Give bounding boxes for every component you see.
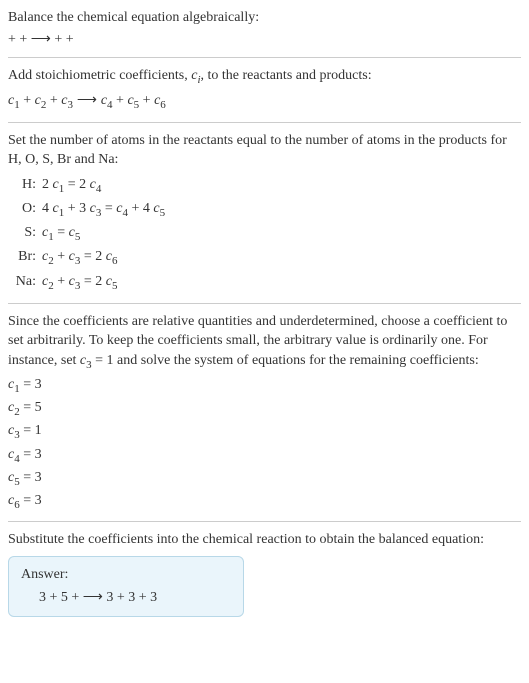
answer-label: Answer: — [21, 565, 231, 585]
coef-c1: c1 = 3 — [8, 375, 521, 397]
Br-mid: = 2 — [80, 249, 105, 264]
atoms-row-H: H: 2 c1 = 2 c4 — [8, 174, 171, 198]
answer-equation: 3 + 5 + ⟶ 3 + 3 + 3 — [21, 588, 231, 608]
final-intro: Substitute the coefficients into the che… — [8, 530, 521, 550]
stoich-section: Add stoichiometric coefficients, ci, to … — [8, 66, 521, 113]
choose-text: Since the coefficients are relative quan… — [8, 312, 521, 373]
atoms-intro: Set the number of atoms in the reactants… — [8, 131, 521, 170]
coef-c3: c3 = 1 — [8, 421, 521, 443]
atom-eq-O: 4 c1 + 3 c3 = c4 + 4 c5 — [42, 198, 171, 222]
atom-eq-H: 2 c1 = 2 c4 — [42, 174, 171, 198]
plus4: + — [139, 93, 154, 108]
Br-s3: 6 — [112, 255, 118, 267]
divider-3 — [8, 303, 521, 304]
H-mid: = 2 — [64, 177, 89, 192]
atoms-row-Na: Na: c2 + c3 = 2 c5 — [8, 271, 171, 295]
atoms-table: H: 2 c1 = 2 c4 O: 4 c1 + 3 c3 = c4 + 4 c… — [8, 174, 171, 295]
coef-list: c1 = 3 c2 = 5 c3 = 1 c4 = 3 c5 = 3 c6 = … — [8, 375, 521, 513]
intro-equation: + + ⟶ + + — [8, 30, 521, 50]
atom-label-O: O: — [8, 198, 42, 222]
Na-mid: = 2 — [80, 274, 105, 289]
S-mid: = — [54, 225, 69, 240]
stoich-intro-prefix: Add stoichiometric coefficients, — [8, 68, 191, 83]
coef-c6: c6 = 3 — [8, 491, 521, 513]
atom-label-S: S: — [8, 222, 42, 246]
coef-c4: c4 = 3 — [8, 445, 521, 467]
intro-line1: Balance the chemical equation algebraica… — [8, 8, 521, 28]
atom-eq-Na: c2 + c3 = 2 c5 — [42, 271, 171, 295]
c4eq: = 3 — [20, 447, 42, 462]
c6s: 6 — [160, 99, 166, 111]
atom-eq-Br: c2 + c3 = 2 c6 — [42, 246, 171, 270]
H-pre: 2 — [42, 177, 53, 192]
intro-section: Balance the chemical equation algebraica… — [8, 8, 521, 49]
choose-section: Since the coefficients are relative quan… — [8, 312, 521, 514]
final-section: Substitute the coefficients into the che… — [8, 530, 521, 617]
coef-c5: c5 = 3 — [8, 468, 521, 490]
c2eq: = 5 — [20, 400, 42, 415]
atom-eq-S: c1 = c5 — [42, 222, 171, 246]
c1eq: = 3 — [20, 377, 42, 392]
atom-label-Br: Br: — [8, 246, 42, 270]
stoich-intro-suffix: , to the reactants and products: — [201, 68, 372, 83]
coef-c2: c2 = 5 — [8, 398, 521, 420]
stoich-equation: c1 + c2 + c3 ⟶ c4 + c5 + c6 — [8, 90, 521, 113]
O-p1: 4 — [42, 201, 53, 216]
H-c2s: 4 — [96, 183, 102, 195]
c5eq: = 3 — [20, 470, 42, 485]
O-p3: = — [101, 201, 116, 216]
divider-4 — [8, 521, 521, 522]
arrow1: ⟶ — [73, 91, 101, 107]
atom-label-Na: Na: — [8, 271, 42, 295]
plus3: + — [113, 93, 128, 108]
Br-p2: + — [54, 249, 69, 264]
divider-2 — [8, 122, 521, 123]
divider-1 — [8, 57, 521, 58]
c3eq: = 1 — [20, 423, 42, 438]
S-s2: 5 — [75, 231, 81, 243]
O-p2: + 3 — [64, 201, 89, 216]
stoich-intro: Add stoichiometric coefficients, ci, to … — [8, 66, 521, 88]
c6eq: = 3 — [20, 493, 42, 508]
atoms-section: Set the number of atoms in the reactants… — [8, 131, 521, 295]
atoms-row-S: S: c1 = c5 — [8, 222, 171, 246]
O-p4: + 4 — [128, 201, 153, 216]
Na-s3: 5 — [112, 279, 118, 291]
choose-mid: = 1 and solve the system of equations fo… — [92, 353, 479, 368]
answer-box: Answer: 3 + 5 + ⟶ 3 + 3 + 3 — [8, 556, 244, 617]
Na-p2: + — [54, 274, 69, 289]
O-s4: 5 — [160, 207, 166, 219]
plus2: + — [46, 93, 61, 108]
atoms-row-Br: Br: c2 + c3 = 2 c6 — [8, 246, 171, 270]
atoms-row-O: O: 4 c1 + 3 c3 = c4 + 4 c5 — [8, 198, 171, 222]
plus1: + — [20, 93, 35, 108]
atom-label-H: H: — [8, 174, 42, 198]
